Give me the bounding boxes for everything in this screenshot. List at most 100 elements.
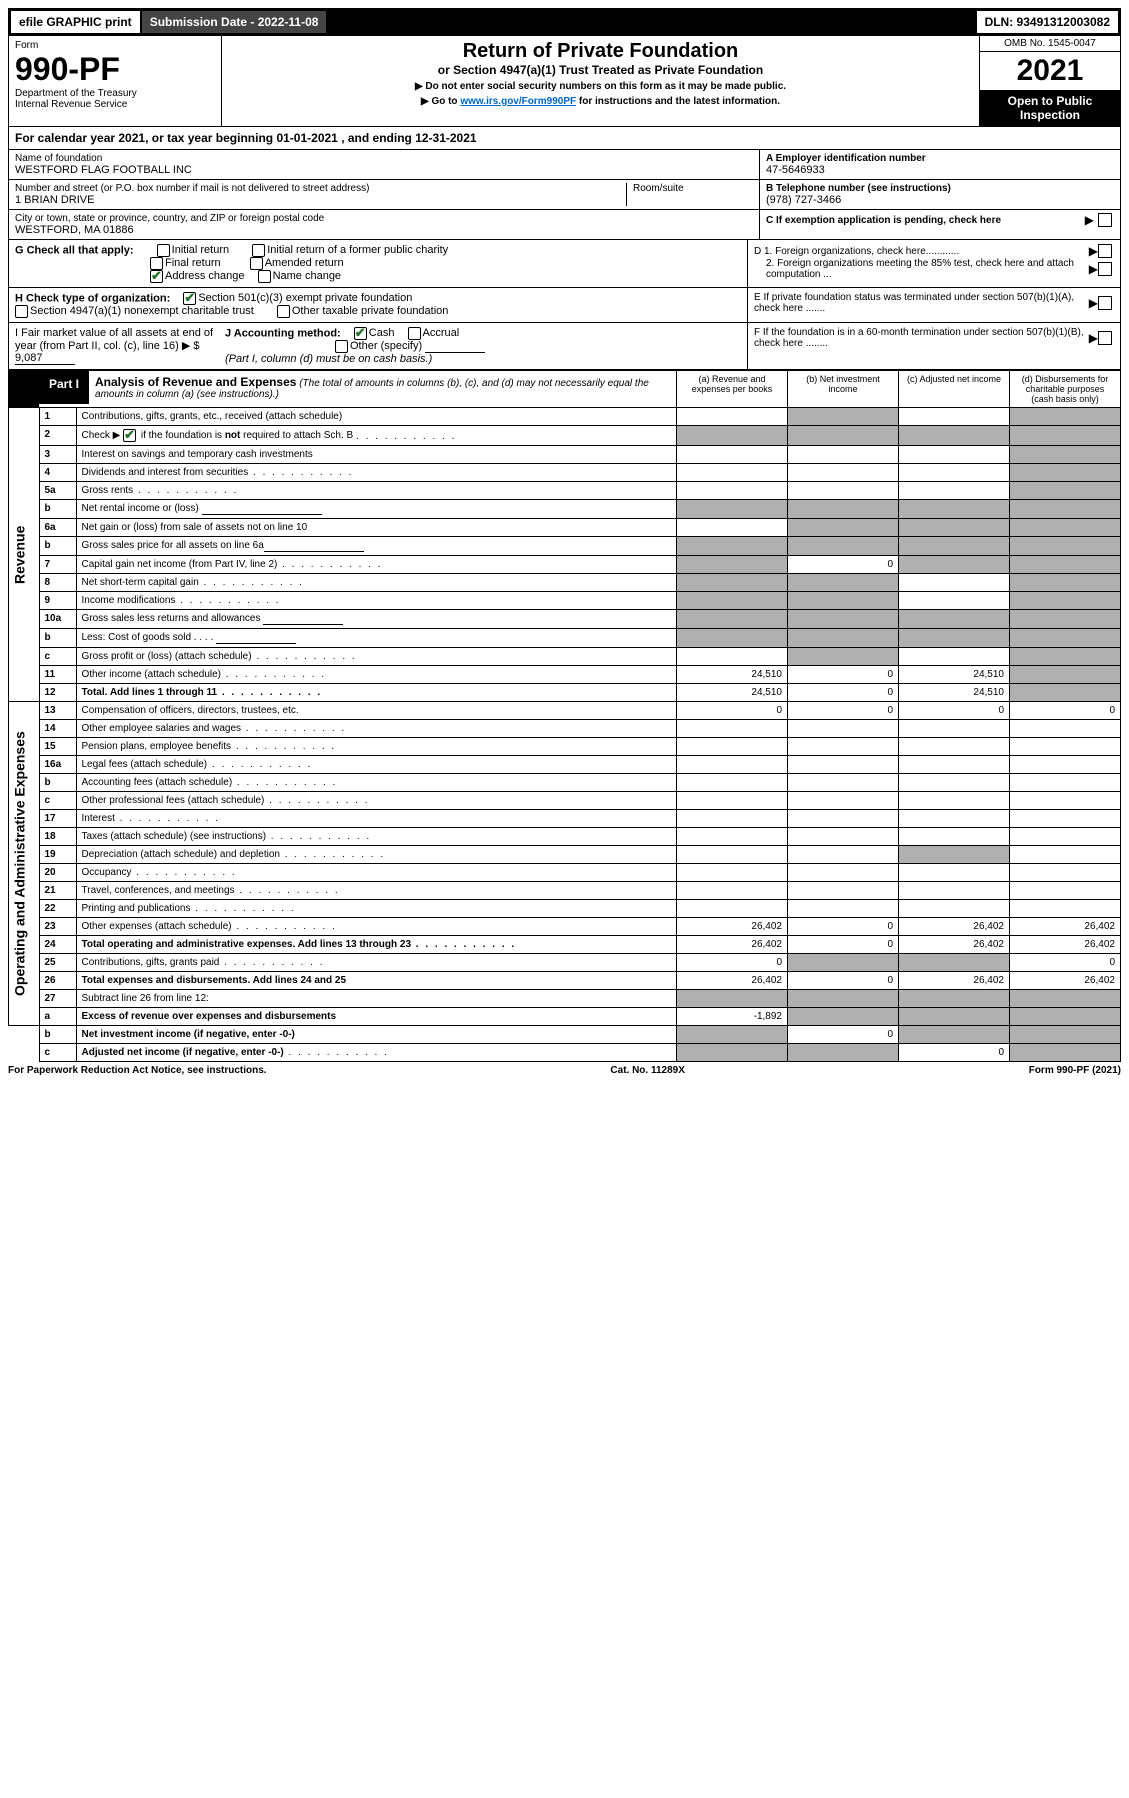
instr-2: ▶ Go to www.irs.gov/Form990PF for instru…: [232, 96, 969, 107]
arrow-icon: ▶: [1089, 244, 1098, 258]
efile-label: efile GRAPHIC print: [11, 11, 140, 33]
ln-12: 12: [39, 684, 76, 702]
arrow-icon: ▶: [1089, 296, 1098, 310]
g-address: Address change: [165, 270, 245, 282]
d1-checkbox[interactable]: [1098, 244, 1112, 258]
ln-14: 14: [39, 720, 76, 738]
cal-begin: 01-01-2021: [276, 131, 337, 145]
expenses-label: Operating and Administrative Expenses: [9, 702, 40, 1026]
ln-15: 15: [39, 738, 76, 756]
cb-sch-b[interactable]: [123, 429, 136, 442]
g-final: Final return: [165, 257, 221, 269]
submission-date: Submission Date - 2022-11-08: [142, 11, 327, 33]
f-label: F If the foundation is in a 60-month ter…: [754, 327, 1089, 349]
tel-row: B Telephone number (see instructions) (9…: [760, 180, 1120, 210]
l27b: Net investment income (if negative, ente…: [76, 1026, 677, 1044]
l8: Net short-term capital gain: [76, 574, 677, 592]
revenue-label: Revenue: [9, 408, 40, 702]
h-other: Other taxable private foundation: [292, 305, 449, 317]
addr-label: Number and street (or P.O. box number if…: [15, 183, 626, 194]
i-value: 9,087: [15, 352, 75, 365]
l1: Contributions, gifts, grants, etc., rece…: [76, 408, 677, 426]
omb-number: OMB No. 1545-0047: [980, 36, 1120, 52]
form990pf-link[interactable]: www.irs.gov/Form990PF: [460, 96, 576, 107]
e-label: E If private foundation status was termi…: [754, 292, 1089, 314]
l19: Depreciation (attach schedule) and deple…: [76, 846, 677, 864]
cb-initial-former[interactable]: [252, 244, 265, 257]
ln-2: 2: [39, 426, 76, 446]
ln-16a: 16a: [39, 756, 76, 774]
g-section: G Check all that apply: Initial return I…: [8, 240, 1121, 288]
l22: Printing and publications: [76, 900, 677, 918]
ln-10a: 10a: [39, 610, 76, 629]
ln-27c: c: [39, 1044, 76, 1062]
i-block: I Fair market value of all assets at end…: [15, 327, 215, 365]
ln-18: 18: [39, 828, 76, 846]
v26a: 26,402: [677, 972, 788, 990]
part1-label-cell: [9, 371, 40, 408]
v26c: 26,402: [899, 972, 1010, 990]
c-checkbox[interactable]: [1098, 213, 1112, 227]
d2-checkbox[interactable]: [1098, 262, 1112, 276]
ln-27a: a: [39, 1008, 76, 1026]
open-public-label: Open to Public Inspection: [980, 90, 1120, 126]
col-c-header: (c) Adjusted net income: [899, 371, 1010, 408]
col-a-header: (a) Revenue and expenses per books: [677, 371, 788, 408]
cb-501c3[interactable]: [183, 292, 196, 305]
cal-prefix: For calendar year 2021, or tax year begi…: [15, 131, 276, 145]
l5b: Net rental income or (loss): [76, 500, 677, 519]
g-left: G Check all that apply: Initial return I…: [9, 240, 747, 287]
l10c: Gross profit or (loss) (attach schedule): [76, 648, 677, 666]
v24a: 26,402: [677, 936, 788, 954]
cb-other-acct[interactable]: [335, 340, 348, 353]
page-footer: For Paperwork Reduction Act Notice, see …: [8, 1062, 1121, 1079]
irs-label: Internal Revenue Service: [15, 99, 215, 110]
cb-initial[interactable]: [157, 244, 170, 257]
l12: Total. Add lines 1 through 11: [76, 684, 677, 702]
form-label: Form: [15, 40, 215, 51]
cb-name[interactable]: [258, 270, 271, 283]
f-checkbox[interactable]: [1098, 331, 1112, 345]
street-address: 1 BRIAN DRIVE: [15, 194, 626, 206]
cb-4947[interactable]: [15, 305, 28, 318]
l25: Contributions, gifts, grants paid: [76, 954, 677, 972]
tax-year: 2021: [980, 52, 1120, 90]
cb-accrual[interactable]: [408, 327, 421, 340]
j-block: J Accounting method: Cash Accrual Other …: [215, 327, 741, 365]
l3: Interest on savings and temporary cash i…: [76, 446, 677, 464]
f-right: F If the foundation is in a 60-month ter…: [747, 323, 1120, 369]
l10a: Gross sales less returns and allowances: [76, 610, 677, 629]
d1-label: D 1. Foreign organizations, check here..…: [754, 246, 1089, 257]
arrow-icon: ▶: [1085, 213, 1094, 227]
v23a: 26,402: [677, 918, 788, 936]
ln-9: 9: [39, 592, 76, 610]
v12b: 0: [788, 684, 899, 702]
ln-20: 20: [39, 864, 76, 882]
l27c: Adjusted net income (if negative, enter …: [76, 1044, 677, 1062]
ln-6a: 6a: [39, 519, 76, 537]
form-title: Return of Private Foundation: [232, 40, 969, 63]
l7: Capital gain net income (from Part IV, l…: [76, 556, 677, 574]
ln-4: 4: [39, 464, 76, 482]
room-label: Room/suite: [626, 183, 753, 206]
ln-23: 23: [39, 918, 76, 936]
cb-cash[interactable]: [354, 327, 367, 340]
header-left: Form 990-PF Department of the Treasury I…: [9, 36, 222, 126]
cb-address[interactable]: [150, 270, 163, 283]
ln-17: 17: [39, 810, 76, 828]
ln-8: 8: [39, 574, 76, 592]
other-specify-line: [425, 340, 485, 353]
ln-19: 19: [39, 846, 76, 864]
v23c: 26,402: [899, 918, 1010, 936]
cb-other-tax[interactable]: [277, 305, 290, 318]
header-center: Return of Private Foundation or Section …: [222, 36, 979, 126]
ln-27: 27: [39, 990, 76, 1008]
ln-11: 11: [39, 666, 76, 684]
e-checkbox[interactable]: [1098, 296, 1112, 310]
l16b: Accounting fees (attach schedule): [76, 774, 677, 792]
l10b: Less: Cost of goods sold . . . .: [76, 629, 677, 648]
l20: Occupancy: [76, 864, 677, 882]
v23d: 26,402: [1010, 918, 1121, 936]
ln-5b: b: [39, 500, 76, 519]
cb-amended[interactable]: [250, 257, 263, 270]
